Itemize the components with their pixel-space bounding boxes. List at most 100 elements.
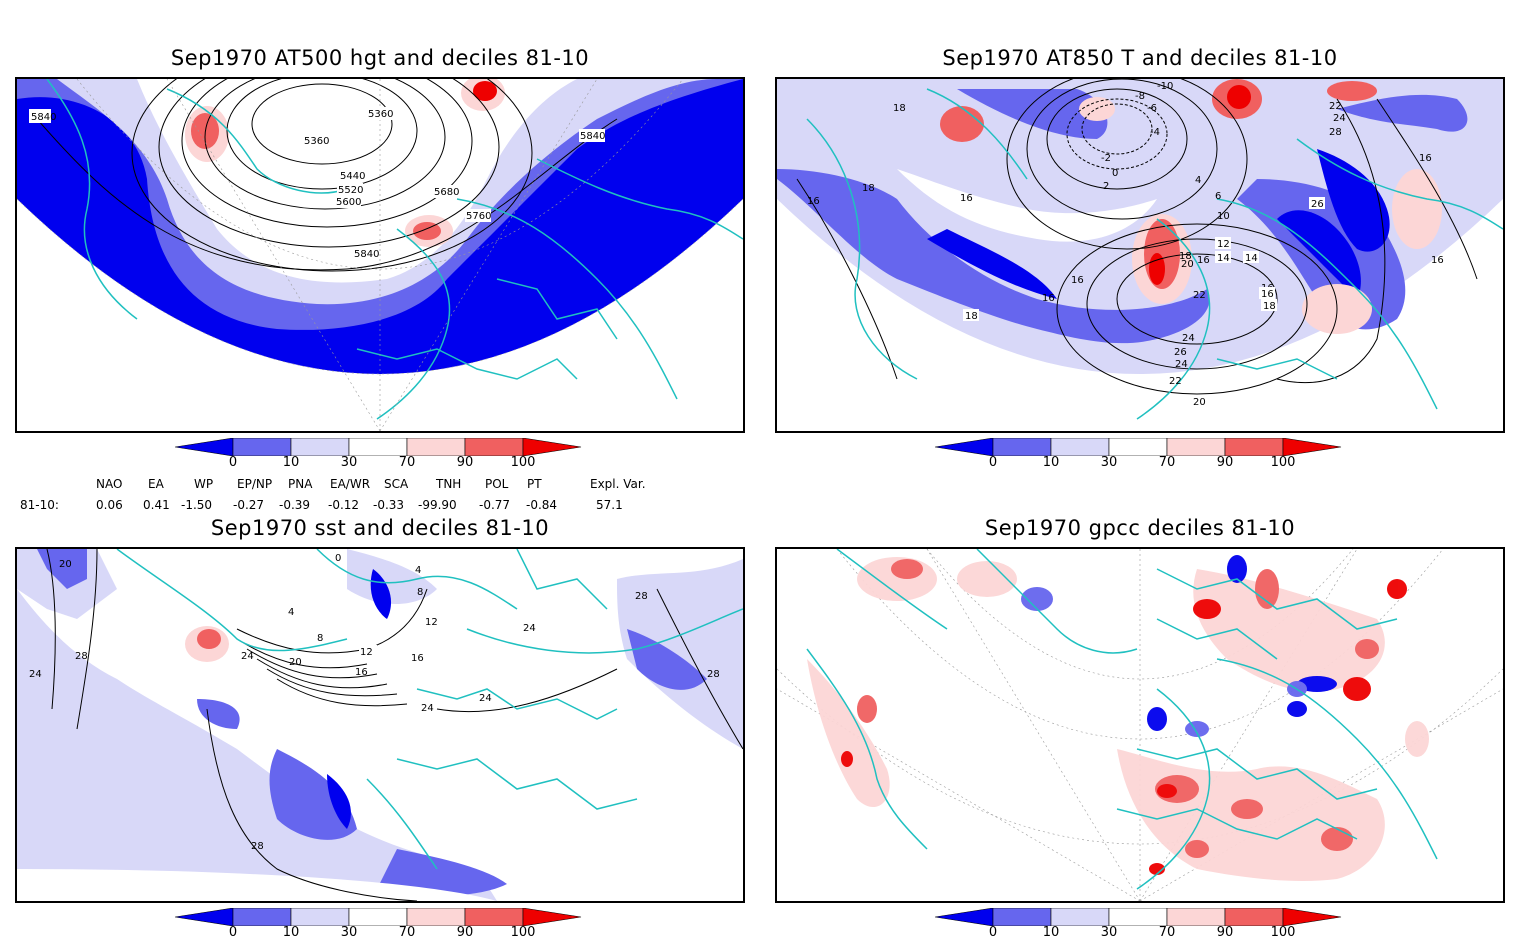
index-header: TNH: [436, 477, 462, 491]
colorbar-tick: 10: [282, 455, 300, 470]
index-value: -0.39: [279, 498, 311, 512]
contour-label: 4: [415, 565, 421, 576]
contour-label: 24: [479, 693, 492, 704]
index-header: POL: [485, 477, 509, 491]
index-value: -1.50: [181, 498, 213, 512]
contour-label: 16: [355, 667, 368, 678]
contour-label: 24: [1333, 113, 1346, 124]
contour-label: 22: [1169, 376, 1182, 387]
contour-label: 28: [75, 651, 88, 662]
contour-label: -10: [1157, 81, 1173, 92]
index-header: Expl. Var.: [590, 477, 646, 491]
colorbar-tick: 30: [340, 455, 358, 470]
index-header: WP: [194, 477, 214, 491]
colorbar-tick: 90: [456, 455, 474, 470]
colorbar-t850: 0 10 30 70 90 100: [935, 438, 1355, 478]
index-value: -0.84: [526, 498, 558, 512]
colorbar-tick: 70: [398, 925, 416, 940]
contour-label: 5440: [340, 171, 365, 182]
colorbar-hgt: 0 10 30 70 90 100: [175, 438, 595, 478]
colorbar-tick: 0: [228, 455, 238, 470]
index-row-label: 81-10:: [20, 498, 59, 512]
colorbar-tick: 30: [1100, 925, 1118, 940]
colorbar-tick: 0: [988, 925, 998, 940]
colorbar-tick: 100: [1270, 925, 1296, 940]
index-value: -0.27: [233, 498, 265, 512]
contour-label: 4: [288, 607, 294, 618]
contour-label: 28: [1329, 127, 1342, 138]
contour-label: 18: [893, 103, 906, 114]
colorbar-tick: 100: [510, 455, 536, 470]
contour-label: 16: [1431, 255, 1444, 266]
contour-label: 14: [1217, 253, 1230, 264]
map-panel-t850: 18 16 18 16 -10 -8 -6 -4 -2 0 2 4 6 10 1…: [775, 77, 1505, 433]
contour-label: -4: [1150, 127, 1160, 138]
contour-label: 28: [707, 669, 720, 680]
colorbar-tick: 30: [340, 925, 358, 940]
panel-title-gpcc: Sep1970 gpcc deciles 81-10: [984, 516, 1296, 540]
contour-label: 12: [1217, 239, 1230, 250]
contour-label: 28: [251, 841, 264, 852]
contour-label: 12: [425, 617, 438, 628]
colorbar-gpcc: 0 10 30 70 90 100: [935, 908, 1355, 948]
contour-label: 12: [360, 647, 373, 658]
contour-label: -6: [1147, 103, 1157, 114]
contour-label: 24: [241, 651, 254, 662]
colorbar-tick: 0: [988, 455, 998, 470]
index-value: 0.41: [143, 498, 170, 512]
index-header: EP/NP: [237, 477, 273, 491]
contour-label: 18: [862, 183, 875, 194]
contour-label: 20: [1193, 397, 1206, 408]
contour-label: 22: [1193, 290, 1206, 301]
contour-label: 16: [960, 193, 973, 204]
colorbar-tick: 10: [282, 925, 300, 940]
contour-label: 8: [417, 587, 423, 598]
contour-label: -2: [1101, 153, 1111, 164]
index-header: NAO: [96, 477, 123, 491]
panel-title-hgt: Sep1970 AT500 hgt and deciles 81-10: [170, 46, 590, 70]
contour-label: 8: [317, 633, 323, 644]
contour-label: 24: [29, 669, 42, 680]
colorbar-tick: 70: [1158, 455, 1176, 470]
contour-label: -8: [1135, 91, 1145, 102]
contour-label: 5760: [466, 211, 491, 222]
contour-label: 18: [1179, 251, 1192, 262]
index-header: PNA: [288, 477, 313, 491]
contour-label: 14: [1245, 253, 1258, 264]
index-header: SCA: [384, 477, 409, 491]
contour-label: 6: [1215, 191, 1221, 202]
contour-label: 0: [1112, 168, 1118, 179]
contour-label: 16: [807, 196, 820, 207]
index-value: -0.77: [479, 498, 511, 512]
index-value: -99.90: [418, 498, 457, 512]
colorbar-tick: 30: [1100, 455, 1118, 470]
index-value: -0.12: [328, 498, 360, 512]
contour-label: 24: [421, 703, 434, 714]
contour-label: 5840: [354, 249, 379, 260]
contour-label: 24: [523, 623, 536, 634]
index-value: 0.06: [96, 498, 123, 512]
colorbar-tick: 100: [510, 925, 536, 940]
colorbar-sst: 0 10 30 70 90 100: [175, 908, 595, 948]
contour-label: 2: [1103, 181, 1109, 192]
index-header: PT: [527, 477, 542, 491]
map-panel-gpcc: [775, 547, 1505, 903]
contour-label: 5680: [434, 187, 459, 198]
contour-label: 24: [1182, 333, 1195, 344]
contour-label: 16: [1197, 255, 1210, 266]
contour-label: 18: [1263, 301, 1276, 312]
colorbar-tick: 10: [1042, 925, 1060, 940]
contour-label: 20: [59, 559, 72, 570]
colorbar-tick: 90: [1216, 455, 1234, 470]
colorbar-tick: 70: [398, 455, 416, 470]
contour-label: 24: [1175, 359, 1188, 370]
index-value: 57.1: [596, 498, 623, 512]
colorbar-tick: 70: [1158, 925, 1176, 940]
index-value: -0.33: [373, 498, 405, 512]
contour-label: 28: [635, 591, 648, 602]
colorbar-tick: 100: [1270, 455, 1296, 470]
contour-label: 4: [1195, 175, 1201, 186]
colorbar-tick: 90: [1216, 925, 1234, 940]
contour-label: 26: [1311, 199, 1324, 210]
index-header: EA/WR: [330, 477, 371, 491]
